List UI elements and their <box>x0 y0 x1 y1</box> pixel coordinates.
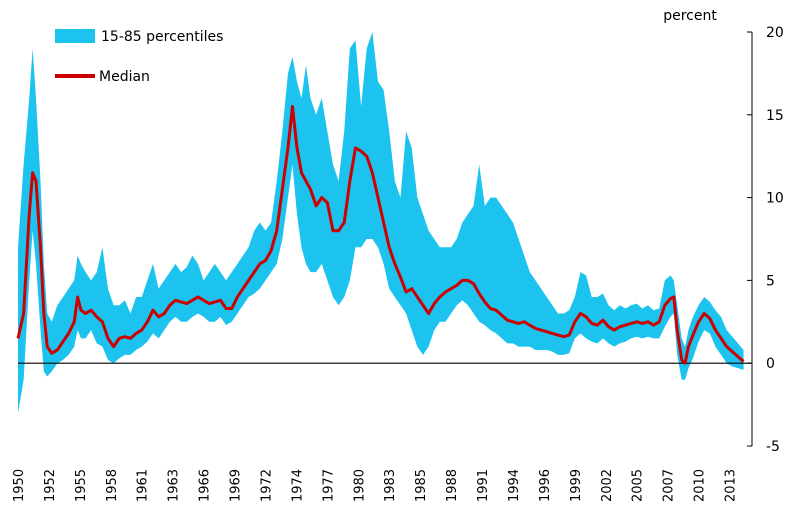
legend-label: Median <box>99 69 150 85</box>
x-tick-label: 1958 <box>105 469 120 502</box>
x-tick-label: 1972 <box>259 469 274 502</box>
legend-swatch <box>55 29 95 43</box>
x-tick-label: 1980 <box>352 469 367 502</box>
x-tick-label: 1991 <box>476 469 491 502</box>
x-tick-label: 1974 <box>290 469 305 502</box>
x-tick-label: 1985 <box>414 469 429 502</box>
x-tick-label: 1988 <box>445 469 460 502</box>
y-tick-label: 10 <box>766 191 784 207</box>
x-tick-label: 1950 <box>12 469 27 502</box>
x-tick-label: 2010 <box>693 469 708 502</box>
y-tick-label: -5 <box>766 439 780 455</box>
y-axis-label: percent <box>663 8 717 24</box>
y-tick-label: 20 <box>766 25 784 41</box>
x-tick-label: 1961 <box>136 469 151 502</box>
x-tick-label: 1983 <box>383 469 398 502</box>
percentile-band <box>18 32 744 413</box>
x-tick-label: 2013 <box>724 469 739 502</box>
x-tick-label: 1994 <box>507 469 522 502</box>
y-tick-label: 15 <box>766 108 784 124</box>
x-tick-label: 1969 <box>229 469 244 502</box>
x-tick-label: 1977 <box>321 469 336 502</box>
y-tick-label: 5 <box>766 273 775 289</box>
x-tick-label: 1996 <box>538 469 553 502</box>
x-tick-label: 1955 <box>74 469 89 502</box>
x-tick-label: 2005 <box>631 469 646 502</box>
median-line <box>16 105 745 365</box>
x-tick-label: 1966 <box>198 469 213 502</box>
x-tick-label: 2002 <box>600 469 615 502</box>
x-tick-label: 1999 <box>569 469 584 502</box>
x-tick-label: 1963 <box>167 469 182 502</box>
legend-label: 15-85 percentiles <box>101 29 223 45</box>
x-tick-label: 1952 <box>43 469 58 502</box>
x-tick-label: 2007 <box>662 469 677 502</box>
y-tick-label: 0 <box>766 356 775 372</box>
